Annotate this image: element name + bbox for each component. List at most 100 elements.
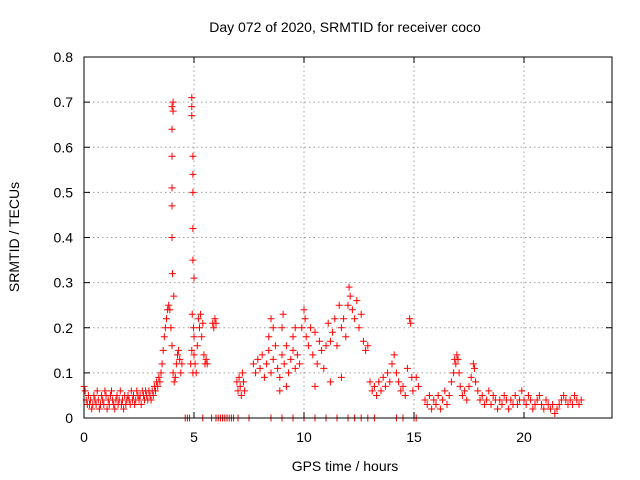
x-tick-label: 15 [406,429,422,445]
data-point [254,355,262,363]
data-point [566,396,574,404]
data-point [165,301,173,309]
data-point [93,387,101,395]
x-tick-label: 0 [80,429,88,445]
data-point [384,369,392,377]
data-point [406,315,414,323]
data-point [300,306,308,314]
data-point [476,396,484,404]
data-point [147,396,155,404]
data-point [265,346,273,354]
data-point [298,324,306,332]
data-point [428,405,436,413]
data-point [81,387,89,395]
data-point [210,324,218,332]
data-point [353,297,361,305]
data-point [156,378,164,386]
data-point [168,152,176,160]
data-point [233,378,241,386]
data-point [533,396,541,404]
data-point [549,400,557,408]
data-point [177,369,185,377]
data-point [505,405,513,413]
data-point [285,369,293,377]
data-point [465,382,473,390]
data-point [560,391,568,399]
data-point [414,382,422,390]
data-point [377,387,385,395]
data-point [455,369,463,377]
data-point [178,360,186,368]
data-point [309,351,317,359]
data-point [500,391,508,399]
data-point [311,382,319,390]
data-point [155,373,163,381]
data-point [188,310,196,318]
data-point [454,355,462,363]
data-point [234,387,242,395]
data-point [301,315,309,323]
data-point [392,369,400,377]
data-point [498,400,506,408]
data-point [357,310,365,318]
data-point [163,315,170,323]
data-point [463,396,471,404]
data-point [287,355,295,363]
data-point [168,234,176,241]
data-point [337,324,345,332]
data-point [551,409,559,417]
data-point [168,184,176,192]
data-point [469,360,477,368]
data-point [409,387,417,395]
data-point [111,405,119,413]
data-point [189,188,197,196]
data-point [278,324,286,332]
data-point [487,400,495,408]
data-point [368,387,376,395]
data-point [200,351,208,359]
data-point [291,364,299,372]
x-tick-label: 20 [516,429,532,445]
data-point [326,378,334,386]
data-point [441,387,449,395]
data-point [189,152,197,160]
data-point [518,387,526,395]
data-point [489,391,497,399]
data-point [170,378,178,386]
points-layer [80,94,585,422]
data-point [401,391,409,399]
data-point [359,337,367,345]
data-point [189,256,197,264]
data-point [169,98,177,106]
data-point [131,400,139,408]
data-point [235,373,243,381]
data-point [542,396,550,404]
data-point [331,315,339,323]
data-point [271,342,279,350]
data-point [430,396,438,404]
data-point [120,405,128,413]
data-point [432,400,440,408]
data-point [553,405,561,413]
data-point [171,373,179,381]
data-point [456,382,464,390]
data-point [555,400,563,408]
data-point [263,360,271,368]
data-point [381,382,389,390]
data-point [258,351,266,359]
chart-title: Day 072 of 2020, SRMTID for receiver coc… [209,19,481,35]
data-point [529,405,537,413]
data-point [373,391,381,399]
data-point [436,405,444,413]
data-point [397,387,405,395]
data-point [483,396,491,404]
data-point [513,400,521,408]
data-point [191,360,199,368]
data-point [198,333,206,341]
data-point [249,360,257,368]
data-point [412,373,420,381]
y-tick-label: 0.2 [54,320,74,336]
data-point [439,396,447,404]
data-point [240,378,247,386]
